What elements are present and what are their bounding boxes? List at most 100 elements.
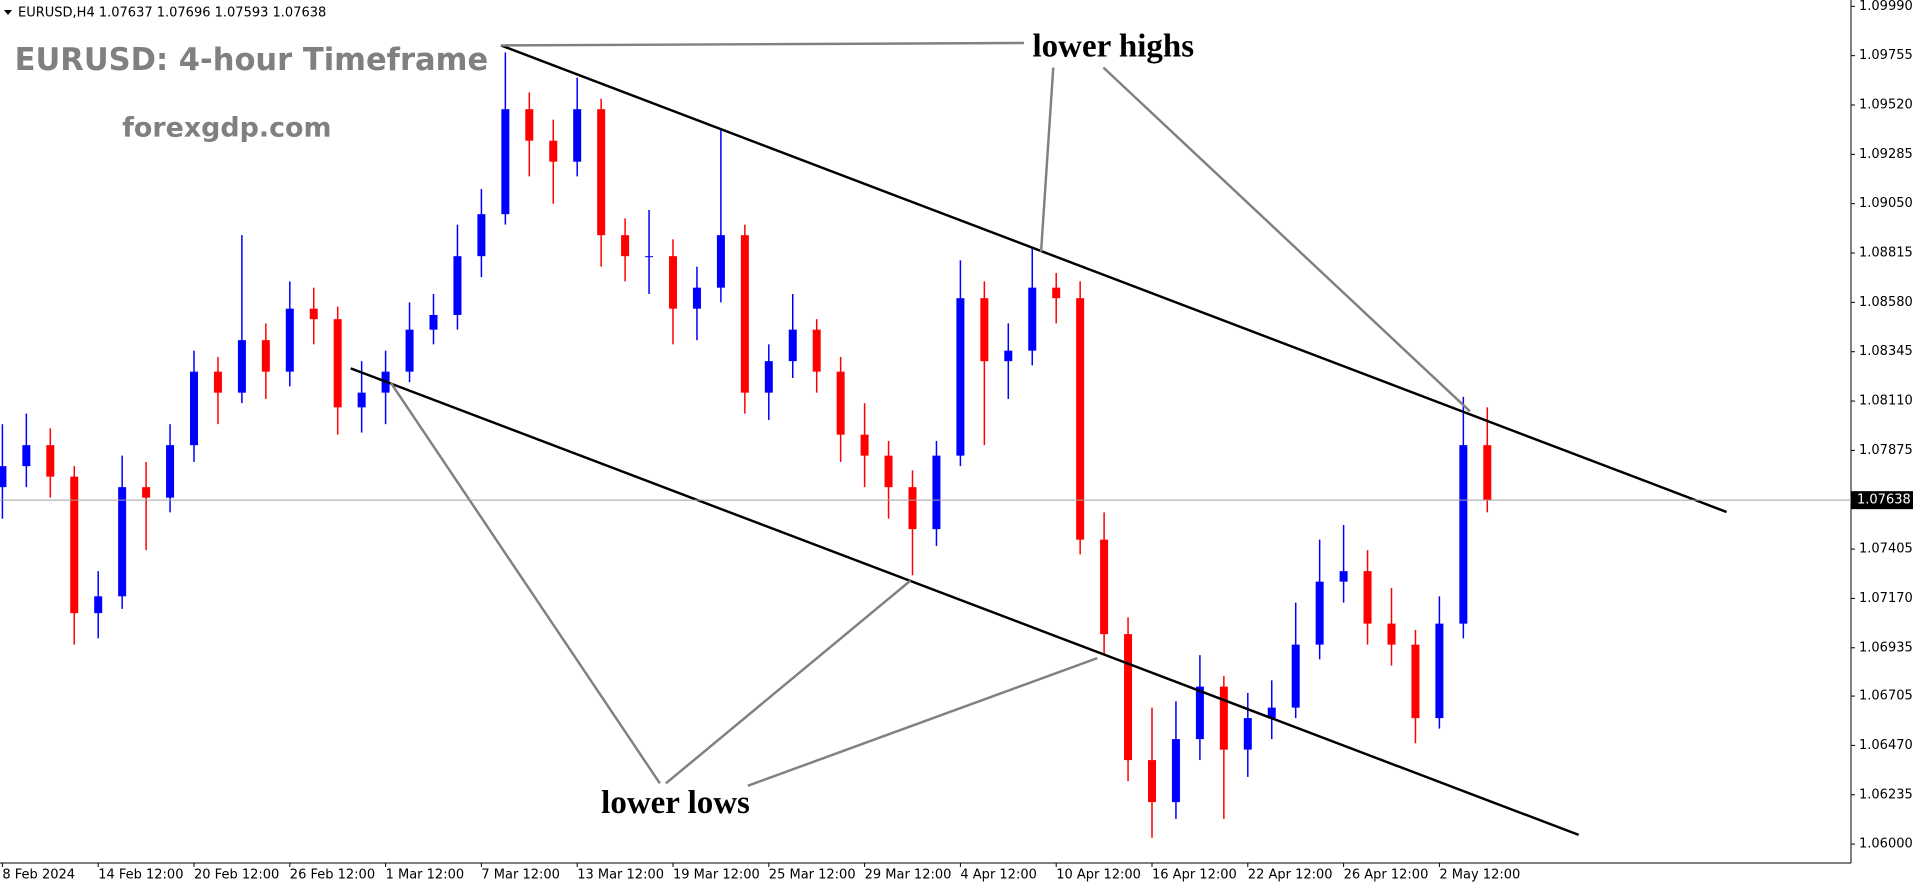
y-tick-label: 1.09050	[1859, 196, 1913, 211]
candle-body	[597, 109, 606, 236]
candle-body	[669, 256, 677, 309]
x-tick-label: 2 May 12:00	[1439, 868, 1520, 883]
annotations: EURUSD: 4-hour Timeframe forexgdp.com lo…	[15, 29, 1727, 837]
candle-body	[573, 109, 582, 162]
candle-body	[716, 235, 725, 288]
x-tick-label: 16 Apr 12:00	[1152, 868, 1237, 883]
candle-body	[1004, 350, 1013, 362]
candle-body	[142, 487, 151, 498]
candle-body	[788, 329, 797, 362]
candle-body	[836, 371, 845, 435]
y-tick-label: 1.07875	[1859, 443, 1913, 458]
candle-body	[621, 235, 630, 257]
candle-body	[1076, 298, 1085, 540]
y-tick-label: 1.08345	[1859, 344, 1913, 359]
candle-body	[1363, 571, 1372, 624]
y-tick-label: 1.06705	[1859, 689, 1913, 704]
upper-channel-line	[500, 44, 1727, 514]
symbol-info: EURUSD,H4 1.07637 1.07696 1.07593 1.0763…	[18, 6, 326, 21]
x-tick-label: 22 Apr 12:00	[1248, 868, 1333, 883]
chart-title: EURUSD: 4-hour Timeframe	[15, 43, 489, 78]
y-tick-label: 1.09520	[1859, 97, 1913, 112]
candle-body	[1100, 539, 1109, 635]
candle-body	[46, 445, 55, 477]
candle-body	[764, 361, 773, 393]
y-tick-label: 1.08815	[1859, 246, 1913, 261]
y-tick-label: 1.08580	[1859, 295, 1913, 310]
current-price-label: 1.07638	[1857, 493, 1911, 508]
candle-body	[549, 140, 558, 162]
candle-body	[1339, 571, 1348, 582]
candle-body	[1148, 760, 1156, 803]
x-tick-label: 4 Apr 12:00	[960, 868, 1037, 883]
y-tick-label: 1.09285	[1859, 147, 1913, 162]
candle-body	[1459, 445, 1468, 624]
y-tick-label: 1.06935	[1859, 640, 1913, 655]
candle-body	[1291, 644, 1300, 708]
candle-body	[1171, 739, 1180, 803]
candle-body	[213, 371, 222, 393]
candle-body	[956, 298, 965, 456]
candle-body	[1124, 634, 1133, 761]
candle-body	[166, 445, 175, 498]
candle-body	[1195, 686, 1204, 740]
y-tick-label: 1.08110	[1859, 394, 1913, 409]
annotation: lower lows	[601, 785, 750, 821]
pointer-line	[747, 656, 1098, 787]
candle-body	[1387, 623, 1396, 645]
x-tick-label: 26 Apr 12:00	[1344, 868, 1429, 883]
x-tick-label: 14 Feb 12:00	[98, 868, 183, 883]
candle-body	[1483, 445, 1492, 501]
x-tick-label: 1 Mar 12:00	[386, 868, 465, 883]
candle-body	[118, 487, 127, 597]
candle-body	[477, 214, 486, 257]
candle-body	[1411, 644, 1420, 719]
candle-body	[884, 455, 893, 488]
candle-body	[908, 487, 917, 530]
candle-body	[261, 340, 270, 372]
candle-body	[429, 314, 438, 330]
pointer-line	[1102, 66, 1471, 413]
current-price-box	[1851, 491, 1913, 510]
x-tick-label: 25 Mar 12:00	[769, 868, 856, 883]
candle-body	[453, 256, 462, 315]
x-tick-label: 13 Mar 12:00	[577, 868, 664, 883]
candle-body	[1028, 287, 1037, 351]
candle-body	[309, 308, 318, 320]
pointer-line	[500, 41, 1024, 47]
lower-channel-line	[350, 367, 1580, 837]
candle-body	[1052, 287, 1061, 299]
candle-body	[1243, 718, 1252, 750]
y-tick-label: 1.06000	[1859, 837, 1913, 852]
y-tick-label: 1.09755	[1859, 48, 1913, 63]
candle-body	[1219, 686, 1228, 750]
x-tick-label: 10 Apr 12:00	[1056, 868, 1141, 883]
pointer-line	[1039, 67, 1055, 252]
y-tick-label: 1.07170	[1859, 591, 1913, 606]
candle-body	[645, 256, 654, 258]
candle-body	[333, 319, 342, 408]
y-tick-label: 1.06470	[1859, 738, 1913, 753]
pointer-line	[665, 579, 912, 785]
candle-body	[812, 329, 821, 372]
pointer-line	[389, 382, 661, 785]
candle-body	[1267, 707, 1276, 719]
x-tick-label: 29 Mar 12:00	[865, 868, 952, 883]
x-tick-label: 26 Feb 12:00	[290, 868, 375, 883]
candle-body	[70, 476, 79, 614]
x-tick-label: 8 Feb 2024	[2, 868, 75, 883]
menu-arrow	[4, 10, 12, 15]
candle-body	[525, 109, 534, 141]
y-tick-label: 1.09990	[1859, 0, 1913, 14]
candle-body	[94, 596, 103, 614]
y-tick-label: 1.07405	[1859, 542, 1913, 557]
candle-body	[501, 109, 510, 215]
candle-body	[1435, 623, 1444, 719]
candle-body	[285, 308, 294, 372]
candle-body	[357, 392, 366, 408]
candle-body	[1315, 581, 1324, 645]
annotation: lower highs	[1033, 29, 1195, 65]
x-tick-label: 7 Mar 12:00	[481, 868, 560, 883]
